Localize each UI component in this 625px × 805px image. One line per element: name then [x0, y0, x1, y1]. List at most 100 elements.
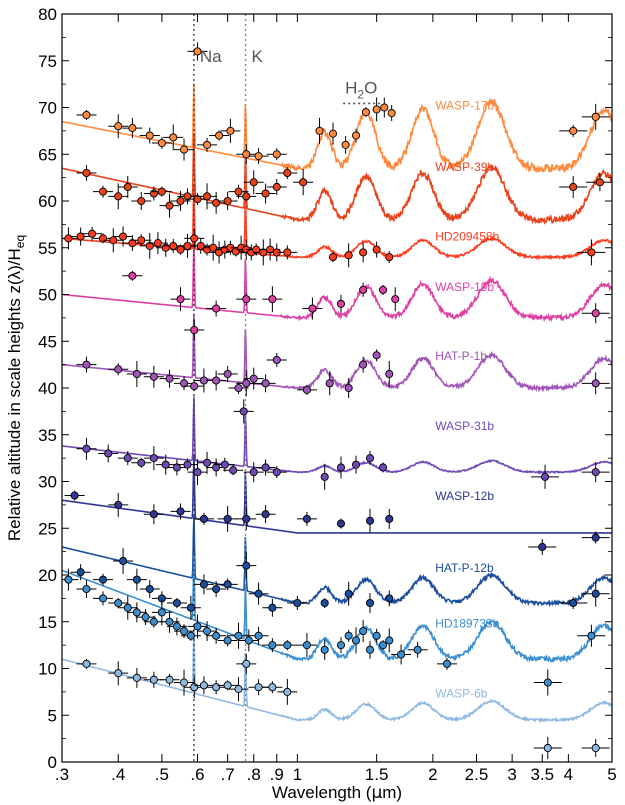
- data-point: [581, 372, 610, 395]
- data-point: [187, 459, 208, 486]
- data-point: [266, 352, 287, 367]
- data-point: [296, 633, 317, 658]
- data-point: [166, 459, 187, 476]
- data-point: [255, 374, 276, 393]
- data-point: [217, 365, 238, 382]
- x-tick-label: 1: [293, 765, 302, 784]
- data-point: [92, 573, 113, 586]
- data-point: [159, 369, 180, 388]
- data-point: [336, 294, 346, 313]
- data-point: [184, 381, 205, 392]
- data-point: [143, 504, 164, 525]
- data-point: [255, 183, 276, 204]
- data-point: [151, 591, 172, 606]
- model-curve-hat-p-12b: [62, 514, 612, 608]
- data-point: [255, 459, 276, 476]
- x-tick-label: 3: [507, 765, 516, 784]
- data-point: [320, 463, 329, 490]
- data-point: [533, 736, 562, 759]
- data-point: [262, 598, 283, 617]
- data-point: [184, 228, 205, 249]
- series-label-hd189733b: HD189733b: [435, 616, 499, 630]
- data-point: [139, 580, 160, 599]
- data-point: [243, 170, 264, 195]
- data-point: [108, 363, 129, 376]
- data-point: [143, 365, 164, 388]
- data-point: [62, 568, 79, 591]
- data-point: [372, 241, 381, 258]
- data-point: [248, 626, 269, 645]
- data-point: [246, 243, 267, 256]
- data-point: [108, 114, 129, 139]
- data-point: [206, 581, 227, 598]
- data-point: [585, 173, 612, 192]
- model-curve-wasp-19b: [62, 243, 612, 323]
- x-tick-label: 2.5: [465, 765, 489, 784]
- data-point: [159, 193, 180, 218]
- model-curve-hd189733b: [62, 555, 612, 664]
- data-point: [131, 457, 152, 468]
- data-point: [243, 367, 264, 390]
- data-point: [359, 620, 368, 643]
- data-point: [385, 251, 394, 264]
- data-point: [217, 505, 238, 532]
- data-point: [359, 356, 368, 373]
- data-point: [228, 622, 249, 649]
- y-tick-label: 10: [38, 660, 57, 679]
- data-point: [103, 228, 124, 253]
- data-point: [166, 598, 187, 609]
- data-point: [325, 371, 334, 396]
- data-point: [217, 578, 238, 591]
- data-point: [62, 227, 79, 250]
- data-point: [385, 360, 394, 387]
- data-point: [359, 242, 368, 263]
- data-point: [159, 673, 180, 686]
- data-point: [372, 349, 381, 362]
- data-point: [92, 591, 113, 606]
- data-point: [170, 503, 191, 520]
- data-point: [206, 680, 227, 695]
- y-tick-label: 20: [38, 566, 57, 585]
- data-point: [180, 595, 201, 620]
- annotation-h2o: H2O: [345, 78, 377, 101]
- data-point: [170, 287, 191, 312]
- data-point: [143, 446, 164, 471]
- data-point: [236, 653, 257, 674]
- data-point: [117, 175, 138, 198]
- data-point: [76, 109, 97, 120]
- data-point: [217, 680, 238, 691]
- data-point: [533, 669, 562, 696]
- data-point: [320, 598, 329, 609]
- data-point: [344, 243, 353, 268]
- y-tick-label: 65: [38, 145, 57, 164]
- data-point: [385, 508, 394, 529]
- data-point: [581, 738, 610, 757]
- data-point: [228, 382, 249, 394]
- data-point: [266, 148, 287, 161]
- data-point: [236, 144, 257, 165]
- y-tick-label: 5: [48, 706, 57, 725]
- series-labels: WASP-17b WASP-39b HD209458b WASP-19b HAT-P-1…: [435, 98, 499, 700]
- x-axis-label: Wavelength (µm): [272, 783, 402, 803]
- y-tick-label: 30: [38, 473, 57, 492]
- data-point: [328, 252, 338, 263]
- data-point: [328, 122, 338, 145]
- data-point: [387, 105, 396, 122]
- data-point: [70, 564, 91, 581]
- y-tick-label: 0: [48, 753, 57, 772]
- data-point: [139, 127, 160, 144]
- data-point: [122, 118, 143, 139]
- data-point: [197, 183, 218, 210]
- annotations: Na K H2O: [200, 47, 384, 105]
- model-curve-wasp-6b: [62, 629, 612, 724]
- y-tick-label: 75: [38, 52, 57, 71]
- y-tick-label: 45: [38, 332, 57, 351]
- data-point: [287, 596, 308, 611]
- series-label-hd209458b: HD209458b: [435, 229, 499, 243]
- data-point: [233, 399, 254, 424]
- data-point: [131, 234, 152, 247]
- y-tick-label: 25: [38, 519, 57, 538]
- data-point: [391, 287, 400, 312]
- data-point: [378, 640, 388, 651]
